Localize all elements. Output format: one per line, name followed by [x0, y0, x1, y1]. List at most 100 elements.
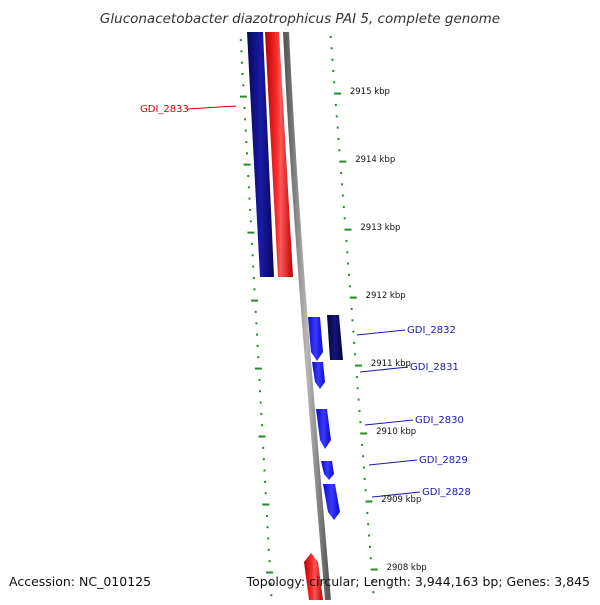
scale-tick: [244, 118, 247, 121]
scale-tick: [241, 73, 244, 75]
left-tick-track: [239, 39, 274, 597]
scale-tick: [267, 537, 270, 540]
scale-tick: [367, 523, 370, 526]
scale-tick: [252, 265, 255, 268]
gene-feature-gdi-2833: [265, 32, 293, 277]
scale-tick: [335, 115, 338, 118]
scale-tick: [362, 455, 364, 458]
scale-tick: [243, 163, 251, 166]
scale-tick: [371, 579, 374, 582]
scale-tick: [360, 432, 368, 435]
scale-tick: [345, 239, 348, 242]
scale-tick: [270, 594, 273, 597]
scale-tick: [363, 477, 366, 480]
scale-tick: [369, 545, 371, 548]
scale-tick: [369, 557, 372, 560]
scale-tick: [350, 307, 353, 310]
scale-label-2908: 2908 kbp: [387, 563, 427, 573]
leader-gdi-2832: [356, 329, 406, 336]
scale-tick: [262, 458, 265, 461]
scale-tick: [251, 299, 259, 302]
gene-label-gdi-2828: GDI_2828: [422, 487, 471, 498]
scale-tick: [241, 61, 243, 64]
scale-tick: [354, 353, 357, 356]
accession-text: Accession: NC_010125: [9, 574, 151, 589]
gene-feature-gdi-2829: [321, 461, 334, 480]
gene-label-gdi-2830: GDI_2830: [415, 415, 464, 426]
scale-tick: [251, 254, 254, 257]
scale-tick: [343, 217, 346, 220]
scale-tick: [245, 141, 248, 143]
scale-tick: [259, 401, 262, 404]
scale-tick: [344, 228, 352, 231]
gene-feature-gdi-2832: [308, 317, 323, 361]
scale-labels: 2915 kbp 2914 kbp 2913 kbp 2912 kbp 2911 kbp…: [350, 87, 427, 573]
scale-tick: [269, 582, 272, 585]
scale-tick: [244, 129, 247, 132]
scale-tick: [247, 186, 250, 189]
scale-tick: [365, 500, 373, 503]
scale-tick: [341, 183, 343, 186]
leader-gdi-2831: [359, 366, 409, 373]
scale-tick: [351, 319, 354, 322]
scale-tick: [258, 378, 261, 381]
scale-tick: [263, 469, 266, 472]
scale-tick: [342, 206, 345, 208]
scale-tick: [266, 526, 269, 529]
scale-tick: [255, 322, 258, 325]
scale-label-2915: 2915 kbp: [350, 87, 390, 97]
scale-label-2914: 2914 kbp: [355, 155, 395, 165]
scale-tick: [370, 568, 378, 571]
scale-tick: [268, 560, 271, 563]
scale-tick: [358, 409, 361, 412]
scale-tick: [264, 480, 267, 483]
scale-tick: [249, 220, 252, 223]
scale-tick: [264, 492, 267, 495]
scale-tick: [249, 209, 252, 211]
scale-tick: [267, 548, 270, 551]
scale-tick: [332, 70, 335, 72]
scale-tick: [242, 84, 245, 87]
scale-tick: [372, 591, 375, 594]
scale-tick: [266, 514, 268, 517]
scale-tick: [259, 390, 262, 393]
scale-tick: [348, 273, 350, 276]
scale-tick: [239, 95, 247, 98]
scale-tick: [261, 424, 263, 427]
leader-gdi-2830: [364, 419, 414, 426]
scale-tick: [256, 344, 259, 347]
scale-tick: [364, 489, 367, 492]
scale-tick: [262, 503, 270, 506]
gene-feature-navy-large: [247, 32, 274, 277]
gene-feature-gdi-2832-dark: [327, 315, 343, 360]
gene-label-gdi-2833: GDI_2833: [140, 104, 189, 115]
scale-tick: [341, 194, 344, 197]
scale-tick: [260, 412, 263, 415]
scale-tick: [349, 296, 357, 299]
map-title: Gluconacetobacter diazotrophicus PAI 5, …: [100, 11, 500, 27]
scale-tick: [340, 172, 343, 174]
scale-tick: [336, 126, 339, 129]
scale-tick: [355, 375, 358, 378]
scale-tick: [361, 443, 364, 446]
scale-tick: [330, 47, 333, 50]
leader-gdi-2829: [368, 459, 418, 466]
gene-label-gdi-2832: GDI_2832: [407, 325, 456, 336]
scale-tick: [252, 276, 255, 279]
scale-tick: [254, 310, 257, 313]
scale-tick: [357, 398, 360, 401]
scale-tick: [239, 39, 242, 41]
gene-label-gdi-2829: GDI_2829: [419, 455, 468, 466]
scale-tick: [333, 81, 336, 84]
scale-label-2910: 2910 kbp: [376, 427, 416, 437]
gene-feature-bottom-red: [304, 553, 323, 600]
gene-feature-gdi-2828: [323, 484, 340, 520]
scale-tick: [254, 367, 262, 370]
scale-tick: [353, 341, 356, 344]
scale-label-2912: 2912 kbp: [366, 291, 406, 301]
scale-tick: [356, 387, 359, 390]
scale-tick: [362, 466, 365, 469]
scale-tick: [266, 571, 274, 574]
scale-tick: [339, 160, 347, 163]
